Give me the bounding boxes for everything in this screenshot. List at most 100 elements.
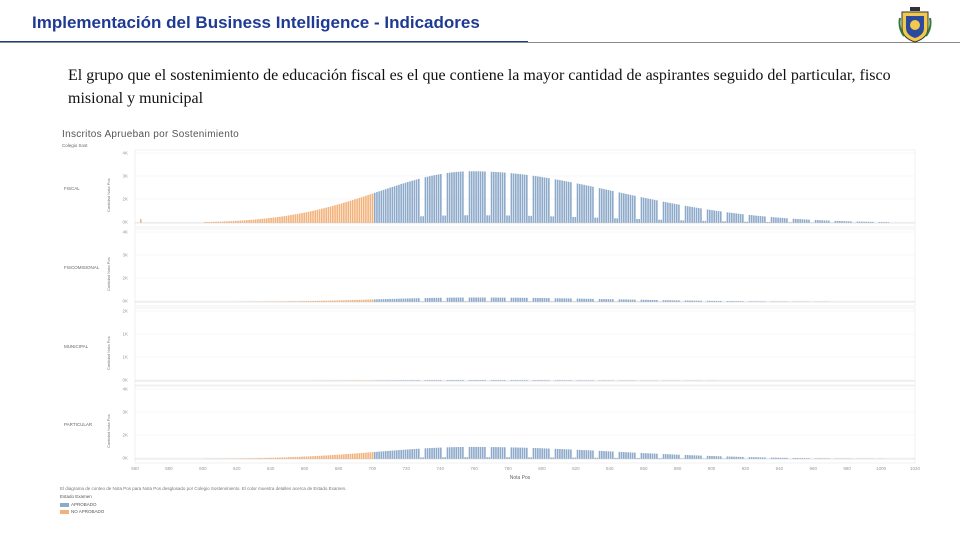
histogram-bar: [378, 299, 380, 302]
histogram-bar: [556, 298, 559, 302]
histogram-bar: [501, 447, 504, 459]
histogram-bar: [338, 300, 341, 302]
histogram-bar: [270, 457, 272, 459]
histogram-bar: [567, 449, 570, 459]
histogram-bar: [287, 457, 290, 459]
histogram-bar: [413, 298, 416, 302]
histogram-bar: [334, 205, 336, 223]
x-tick-label: 880: [674, 466, 682, 471]
histogram-bar: [391, 380, 394, 381]
histogram-bar: [424, 448, 427, 459]
x-tick-label: 620: [233, 466, 241, 471]
histogram-bar: [671, 454, 674, 459]
histogram-bar: [490, 447, 493, 459]
histogram-bar: [287, 215, 290, 223]
histogram-bar: [625, 299, 627, 302]
histogram-bar: [742, 214, 744, 223]
histogram-bar: [682, 458, 685, 459]
histogram-bar: [669, 300, 671, 302]
histogram-bar: [548, 448, 550, 459]
y-tick-label: 0K: [122, 456, 128, 461]
histogram-bar: [559, 180, 561, 223]
histogram-bar: [413, 380, 416, 381]
histogram-bar: [354, 453, 356, 459]
histogram-bar: [466, 215, 469, 223]
histogram-bar: [781, 217, 784, 223]
histogram-bar: [532, 175, 535, 223]
histogram-bar: [658, 458, 660, 459]
histogram-bar: [689, 206, 691, 223]
histogram-bar: [499, 380, 502, 381]
histogram-bar: [545, 448, 548, 459]
histogram-bar: [448, 380, 451, 381]
histogram-bar: [537, 448, 539, 459]
histogram-bar: [303, 212, 305, 223]
histogram-bar: [453, 172, 455, 223]
histogram-bar: [816, 458, 819, 459]
histogram-bar: [455, 380, 458, 381]
histogram-bar: [671, 300, 674, 302]
histogram-bar: [499, 297, 502, 302]
histogram-bar: [556, 380, 559, 381]
x-tick-label: 640: [267, 466, 275, 471]
histogram-bar: [287, 301, 290, 302]
histogram-bar: [625, 452, 627, 459]
histogram-bar: [475, 297, 477, 302]
histogram-bar: [495, 171, 497, 223]
histogram-bar: [521, 447, 524, 459]
histogram-bar: [479, 297, 482, 302]
histogram-bar: [512, 380, 515, 381]
histogram-bar: [442, 301, 444, 302]
histogram-bar: [431, 447, 433, 459]
histogram-bar: [779, 457, 782, 459]
histogram-bar: [327, 300, 330, 302]
histogram-bar: [261, 218, 264, 223]
histogram-bar: [484, 380, 486, 381]
histogram-bar: [548, 380, 550, 381]
histogram-bar: [678, 454, 680, 459]
y-axis-title: Cantidad Nota Pos: [106, 414, 111, 448]
histogram-bar: [217, 221, 220, 223]
histogram-bar: [645, 453, 647, 459]
facet-header: Colegio Sost: [62, 143, 88, 148]
histogram-bar: [561, 180, 563, 223]
histogram-bar: [345, 454, 347, 459]
histogram-bar: [530, 457, 533, 459]
histogram-bar: [334, 300, 336, 302]
histogram-bar: [316, 455, 319, 459]
histogram-bar: [409, 298, 411, 302]
histogram-bar: [274, 217, 277, 223]
histogram-bar: [766, 222, 768, 223]
histogram-bar: [700, 455, 702, 459]
histogram-bar: [508, 301, 510, 302]
histogram-bar: [420, 457, 422, 459]
histogram-bar: [466, 457, 469, 459]
histogram-bar: [312, 300, 314, 302]
histogram-bar: [623, 299, 625, 302]
histogram-bar: [457, 380, 460, 381]
histogram-bar: [543, 177, 546, 223]
histogram-bar: [398, 298, 400, 302]
histogram-bar: [691, 455, 693, 459]
histogram-bar: [462, 446, 464, 459]
histogram-bar: [627, 452, 630, 459]
histogram-bar: [369, 194, 372, 223]
histogram-bar: [457, 171, 460, 223]
histogram-bar: [204, 222, 206, 223]
histogram-bar: [589, 186, 592, 223]
histogram-bar: [649, 299, 652, 302]
histogram-bar: [640, 197, 643, 223]
histogram-bar: [534, 448, 537, 459]
histogram-bar: [323, 455, 325, 459]
histogram-bar: [656, 300, 658, 302]
histogram-bar: [607, 299, 610, 302]
histogram-bar: [576, 298, 579, 302]
histogram-bar: [689, 455, 691, 459]
histogram-bar: [689, 300, 691, 302]
histogram-bar: [290, 215, 292, 223]
histogram-bar: [444, 457, 447, 459]
histogram-bar: [735, 213, 738, 223]
histogram-bar: [541, 380, 544, 381]
histogram-bar: [239, 220, 242, 223]
histogram-bar: [415, 380, 418, 381]
